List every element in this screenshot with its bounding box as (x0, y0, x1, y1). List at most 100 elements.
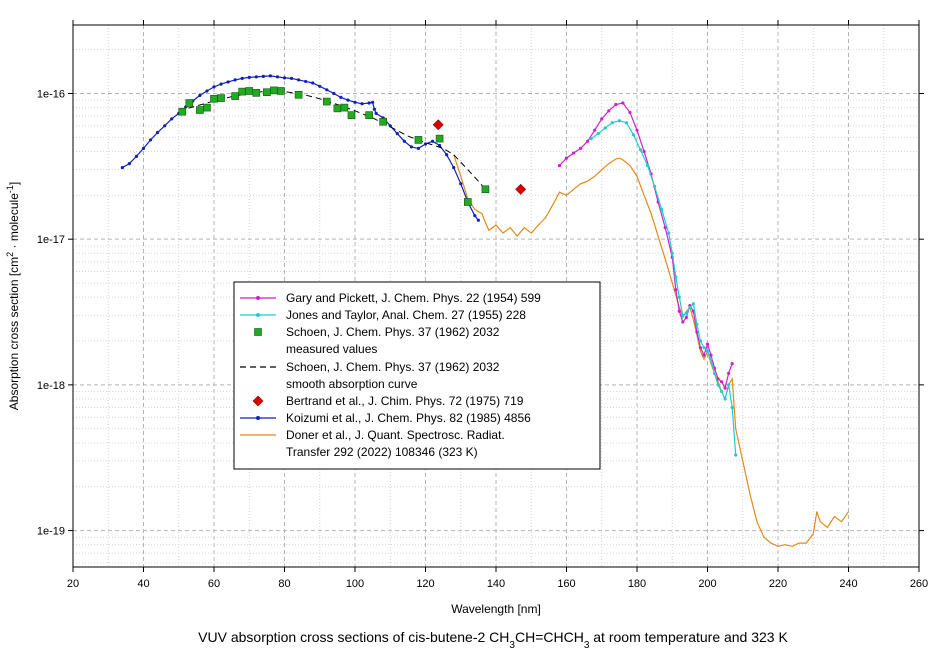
data-point (311, 81, 315, 85)
series-line (559, 102, 733, 390)
data-point (617, 119, 621, 123)
data-point (720, 389, 724, 394)
data-point (674, 288, 678, 292)
data-point (716, 383, 720, 387)
y-tick-label: 1e-18 (37, 380, 65, 392)
data-point (371, 100, 375, 104)
legend-entry-0: Gary and Pickett, J. Chem. Phys. 22 (195… (240, 291, 541, 305)
data-point (141, 146, 146, 150)
data-point (445, 153, 449, 157)
legend-label: Jones and Taylor, Anal. Chem. 27 (1955) … (286, 308, 526, 322)
legend-box (233, 281, 601, 470)
x-tick-label: 20 (67, 578, 79, 590)
data-point (734, 453, 738, 457)
data-point (452, 165, 456, 170)
data-point (727, 383, 731, 387)
data-point (333, 104, 342, 113)
data-point (603, 126, 607, 130)
data-point (203, 103, 211, 112)
x-tick-label: 120 (416, 578, 434, 590)
data-point (589, 137, 593, 141)
data-point (430, 139, 435, 143)
data-point (476, 218, 480, 222)
x-tick-label: 100 (346, 578, 364, 590)
data-point (217, 94, 225, 102)
series-line (590, 120, 737, 456)
data-point (263, 88, 271, 97)
data-point (727, 371, 731, 375)
data-point (667, 231, 671, 235)
data-point (621, 101, 625, 105)
series-4 (432, 119, 527, 195)
data-point (670, 251, 674, 255)
data-point (379, 117, 388, 126)
x-tick-label: 240 (839, 578, 857, 590)
data-point (185, 99, 194, 107)
data-point (304, 79, 308, 84)
data-point (275, 75, 280, 79)
data-point (481, 185, 490, 194)
data-point (677, 295, 681, 299)
legend-label-line2: measured values (286, 342, 377, 356)
data-point (347, 111, 356, 119)
data-point (198, 93, 202, 98)
data-point (681, 320, 685, 324)
data-point (365, 111, 373, 119)
data-point (163, 124, 167, 128)
data-point (247, 75, 251, 79)
x-tick-label: 160 (557, 578, 575, 590)
legend-entry-6: Doner et al., J. Quant. Spectrosc. Radia… (240, 428, 505, 459)
series-0 (557, 101, 734, 390)
data-point (610, 121, 614, 125)
legend-marker (252, 395, 264, 407)
series-1 (589, 119, 738, 457)
data-point (212, 85, 216, 89)
data-point (698, 339, 703, 343)
data-point (628, 110, 632, 115)
data-point (642, 149, 646, 154)
data-point (459, 182, 463, 186)
x-tick-label: 40 (137, 578, 149, 590)
legend-label: Doner et al., J. Quant. Spectrosc. Radia… (286, 428, 505, 442)
legend-marker (256, 296, 260, 300)
data-point (294, 90, 303, 99)
data-point (716, 377, 720, 381)
data-point (318, 84, 322, 88)
x-tick-label: 260 (910, 578, 928, 590)
data-point (702, 346, 706, 350)
data-point (614, 102, 618, 107)
data-point (463, 198, 472, 206)
data-point (340, 103, 349, 112)
data-point (254, 75, 258, 79)
legend-entry-5: Koizumi et al., J. Chem. Phys. 82 (1985)… (240, 411, 531, 425)
data-point (196, 106, 204, 114)
data-point (723, 386, 727, 390)
data-point (723, 397, 727, 401)
data-point (730, 361, 734, 366)
data-point (367, 101, 371, 105)
data-point (712, 371, 717, 375)
legend-label: Schoen, J. Chem. Phys. 37 (1962) 2032 (286, 360, 500, 374)
data-point (210, 94, 218, 103)
legend: Gary and Pickett, J. Chem. Phys. 22 (195… (233, 281, 601, 470)
data-point (473, 214, 477, 218)
data-point (240, 76, 244, 80)
data-point (282, 76, 287, 80)
data-point (245, 87, 254, 95)
data-point (238, 87, 246, 96)
data-point (684, 315, 688, 320)
data-point (702, 353, 706, 357)
x-tick-label: 180 (628, 578, 646, 590)
x-tick-label: 140 (487, 578, 505, 590)
y-tick-label: 1e-16 (37, 88, 65, 100)
legend-label: Bertrand et al., J. Chim. Phys. 72 (1975… (286, 394, 524, 408)
data-point (325, 88, 329, 92)
data-point (638, 148, 643, 152)
data-point (432, 119, 444, 131)
data-point (339, 95, 343, 99)
data-point (593, 128, 597, 132)
legend-entry-1: Jones and Taylor, Anal. Chem. 27 (1955) … (240, 308, 526, 322)
data-point (438, 143, 442, 148)
data-point (353, 100, 357, 104)
data-point (205, 89, 209, 93)
